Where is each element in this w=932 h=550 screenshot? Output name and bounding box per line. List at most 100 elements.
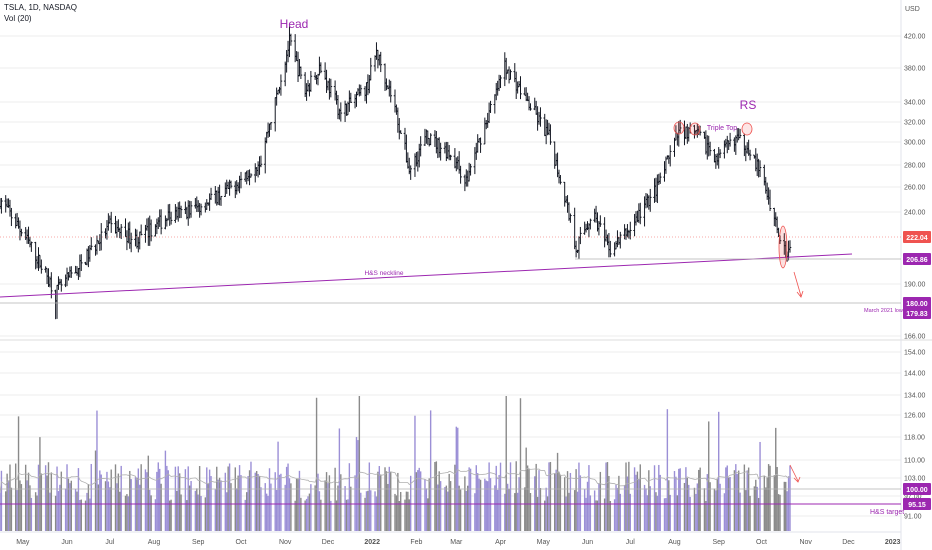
price-bar — [209, 187, 213, 200]
volume-bar — [340, 474, 342, 531]
price-bar — [684, 126, 688, 140]
price-bar — [619, 231, 622, 249]
price-bar — [686, 123, 689, 144]
volume-bar — [214, 489, 217, 531]
price-bar — [373, 55, 377, 72]
volume-bar — [765, 487, 767, 531]
volume-bar — [615, 484, 617, 531]
price-bar — [149, 219, 153, 242]
price-bar — [117, 219, 120, 232]
price-bar — [743, 133, 746, 157]
volume-bar — [317, 473, 319, 531]
price-bar — [68, 266, 72, 278]
volume-bar — [290, 483, 292, 531]
volume-bar — [328, 475, 331, 531]
volume-bar — [97, 484, 100, 531]
time-tick-label: Sep — [712, 539, 725, 546]
price-bar — [107, 213, 110, 231]
volume-bar — [116, 483, 118, 531]
volume-bar — [140, 464, 142, 531]
volume-bar — [693, 487, 696, 531]
volume-bar — [26, 480, 28, 531]
volume-bar — [709, 482, 711, 531]
volume-bar — [117, 473, 120, 531]
volume-bar — [377, 471, 379, 531]
triple-top-circle — [689, 122, 701, 136]
price-bar — [393, 89, 397, 113]
volume-bar — [310, 484, 312, 531]
price-bar — [563, 181, 566, 207]
volume-bar — [54, 495, 57, 531]
volume-bar — [236, 488, 238, 531]
volume-bar — [234, 467, 236, 531]
volume-bar — [57, 491, 60, 531]
volume-bar — [688, 484, 690, 531]
currency-label: USD — [905, 6, 920, 13]
price-bar — [579, 226, 582, 245]
price-bar — [406, 152, 410, 169]
price-bar — [493, 94, 497, 114]
volume-sma-line — [0, 467, 791, 493]
volume-bar — [459, 489, 462, 531]
price-bar — [309, 70, 313, 92]
volume-bar — [184, 469, 187, 531]
volume-bar — [30, 497, 33, 531]
volume-bar — [474, 493, 476, 531]
volume-bar — [546, 496, 549, 531]
volume-bar — [544, 500, 546, 531]
volume-bar — [358, 396, 361, 531]
volume-bar — [99, 470, 101, 531]
price-bar — [296, 51, 300, 83]
price-bar — [648, 188, 652, 212]
price-bar — [494, 82, 498, 101]
price-bar — [85, 248, 89, 266]
price-bar — [356, 88, 360, 96]
volume-bar — [36, 495, 38, 531]
price-bar — [609, 240, 612, 258]
volume-bar — [469, 468, 472, 531]
price-bar — [499, 75, 502, 89]
volume-bar — [149, 489, 151, 531]
volume-bar — [367, 490, 369, 531]
price-bar — [125, 230, 129, 251]
volume-bar — [160, 483, 162, 531]
volume-bar — [753, 486, 756, 531]
volume-bar — [159, 468, 161, 531]
price-bar — [527, 96, 531, 111]
time-tick-label: Oct — [756, 539, 767, 546]
volume-bar — [455, 426, 458, 531]
volume-bar — [294, 500, 296, 531]
price-bar — [295, 51, 298, 62]
volume-bar — [586, 481, 589, 531]
price-bar — [409, 165, 412, 180]
volume-bar — [506, 483, 509, 531]
price-bar — [764, 176, 768, 194]
volume-bar — [16, 490, 18, 531]
volume-bar — [245, 492, 248, 531]
volume-bar — [164, 450, 167, 531]
price-bar — [239, 171, 243, 189]
volume-bar — [360, 492, 362, 531]
volume-bar — [649, 486, 651, 531]
volume-bar — [643, 484, 646, 531]
volume-bar — [447, 491, 449, 531]
price-bar — [437, 137, 441, 158]
volume-bar — [395, 495, 398, 531]
price-tick-label: 144.00 — [904, 371, 926, 378]
price-bar — [375, 42, 378, 60]
volume-bar — [100, 474, 102, 531]
volume-bar — [380, 474, 382, 531]
volume-bar — [19, 480, 21, 531]
price-bar — [758, 160, 762, 178]
volume-bar — [589, 495, 592, 531]
volume-bar — [298, 470, 301, 531]
time-tick-label: Jun — [582, 539, 593, 546]
price-bar — [744, 145, 748, 162]
volume-bar — [7, 480, 10, 531]
volume-bar — [494, 485, 496, 531]
price-bar — [487, 102, 491, 124]
price-tick-label: 240.00 — [904, 210, 926, 217]
volume-bar — [196, 488, 198, 531]
volume-bar — [756, 486, 758, 531]
